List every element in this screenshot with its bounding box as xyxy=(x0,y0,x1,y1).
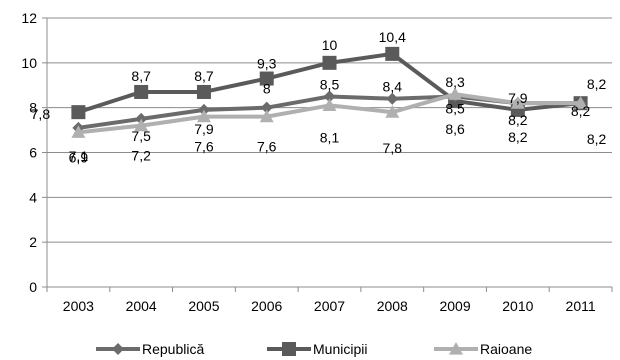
data-point xyxy=(385,46,400,61)
data-label: 8,5 xyxy=(445,100,465,116)
data-point xyxy=(386,92,399,105)
y-tick-label: 0 xyxy=(29,279,37,295)
data-point xyxy=(385,105,400,118)
data-point xyxy=(573,96,588,109)
legend-label: Raioane xyxy=(480,341,532,357)
data-point xyxy=(259,109,274,123)
legend-item: Municipii xyxy=(267,341,367,357)
y-tick-label: 8 xyxy=(29,100,37,116)
data-point xyxy=(260,101,273,114)
legend-label: Municipii xyxy=(313,341,367,357)
chart-series xyxy=(71,46,588,138)
data-point xyxy=(71,105,86,120)
data-point xyxy=(259,71,274,86)
data-label: 8,2 xyxy=(571,103,591,119)
data-point xyxy=(322,98,337,112)
square-icon xyxy=(282,342,296,356)
chart-axes xyxy=(42,17,613,292)
data-point xyxy=(196,84,211,99)
data-point xyxy=(323,90,336,103)
data-point xyxy=(71,125,86,138)
legend-label: Republică xyxy=(142,341,204,357)
data-label: 8,7 xyxy=(194,68,214,84)
x-tick-label: 2007 xyxy=(314,298,345,314)
data-label: 7,6 xyxy=(257,139,277,155)
data-point xyxy=(510,96,525,109)
y-tick-label: 6 xyxy=(29,145,37,161)
x-tick-label: 2004 xyxy=(126,298,157,314)
chart-legend: Republică Municipii Raioane xyxy=(96,341,532,357)
triangle-icon xyxy=(449,342,463,355)
y-tick-label: 12 xyxy=(21,10,37,26)
data-label: 9,3 xyxy=(257,56,277,72)
data-label: 8,2 xyxy=(587,76,607,92)
data-label: 7,9 xyxy=(194,121,214,137)
x-tick-label: 2008 xyxy=(377,298,408,314)
data-label: 8,4 xyxy=(383,79,403,95)
data-label: 8 xyxy=(263,81,271,97)
data-label: 8,2 xyxy=(508,129,528,145)
data-label: 7,2 xyxy=(131,148,151,164)
data-label: 8,2 xyxy=(508,112,528,128)
y-tick-label: 2 xyxy=(29,234,37,250)
data-point xyxy=(196,109,211,123)
data-label: 7,8 xyxy=(383,140,403,156)
x-axis-ticks: 2003 2004 2005 2006 2007 2008 2009 2010 2011 xyxy=(63,298,596,314)
data-label: 8,1 xyxy=(320,129,340,145)
x-tick-label: 2005 xyxy=(188,298,219,314)
data-label: 7,5 xyxy=(131,128,151,144)
x-tick-label: 2010 xyxy=(502,298,533,314)
data-label: 8,7 xyxy=(131,68,151,84)
x-tick-label: 2009 xyxy=(439,298,470,314)
data-point xyxy=(322,55,337,70)
data-label: 8,3 xyxy=(445,74,465,90)
y-tick-label: 4 xyxy=(29,189,37,205)
y-axis-ticks: 0 2 4 6 8 10 12 xyxy=(21,10,37,295)
data-label: 10 xyxy=(322,37,338,53)
data-label: 10,4 xyxy=(379,29,406,45)
data-label: 7,6 xyxy=(194,139,214,155)
data-label: 6,9 xyxy=(69,149,89,165)
legend-item: Republică xyxy=(96,341,204,357)
series-triangle xyxy=(71,87,588,138)
x-tick-label: 2003 xyxy=(63,298,94,314)
data-point xyxy=(448,87,463,100)
data-label: 8,2 xyxy=(587,131,607,147)
data-label: 7,8 xyxy=(31,106,51,122)
x-tick-label: 2006 xyxy=(251,298,282,314)
y-tick-label: 10 xyxy=(21,55,37,71)
x-tick-label: 2011 xyxy=(566,298,596,314)
data-label: 8,6 xyxy=(445,121,465,137)
legend-item: Raioane xyxy=(434,341,532,357)
data-label: 7,9 xyxy=(508,90,528,106)
diamond-icon xyxy=(112,343,124,355)
data-label: 8,5 xyxy=(320,76,340,92)
data-labels: 7,17,5 7,98 8,5 8,48,58,28,27,88,7 8,79,310 1… xyxy=(31,29,607,165)
data-label: 7,1 xyxy=(69,148,89,164)
data-point xyxy=(134,84,149,99)
data-point xyxy=(134,118,149,132)
